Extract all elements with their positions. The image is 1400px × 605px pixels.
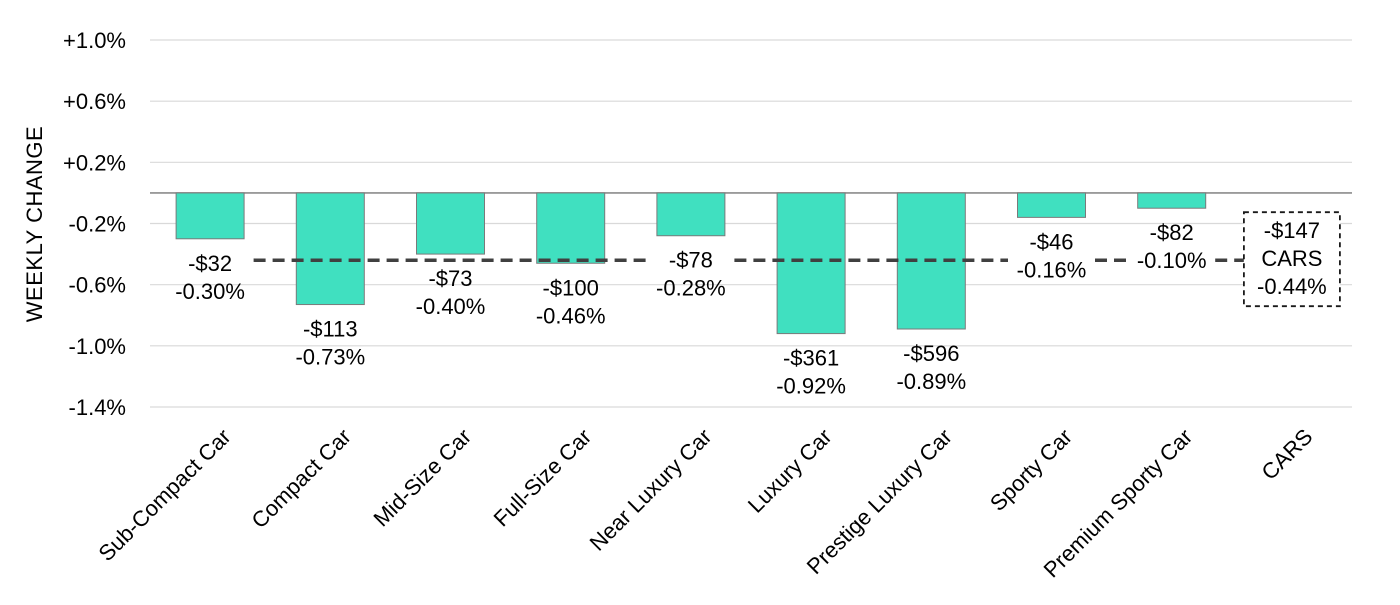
y-tick-label: +1.0% bbox=[63, 28, 126, 53]
data-label-percent: -0.89% bbox=[896, 369, 966, 394]
x-category-label: Sporty Car bbox=[985, 424, 1077, 516]
data-label-dollar: -$596 bbox=[903, 341, 959, 366]
data-label-percent: -0.73% bbox=[295, 345, 365, 370]
bar bbox=[1137, 192, 1207, 209]
bar bbox=[776, 192, 846, 335]
y-tick-label: -1.4% bbox=[69, 395, 126, 420]
data-label-percent: -0.10% bbox=[1137, 248, 1207, 273]
x-axis-categories: Sub-Compact Car Compact Car Mid-Size Car Fu… bbox=[93, 424, 1317, 583]
bar bbox=[175, 192, 245, 240]
data-label-percent: -0.46% bbox=[536, 303, 606, 328]
data-label-dollar: -$46 bbox=[1029, 229, 1073, 254]
data-label-dollar: -$361 bbox=[783, 346, 839, 371]
x-category-label: Mid-Size Car bbox=[368, 424, 476, 532]
x-category-label: Full-Size Car bbox=[489, 424, 597, 532]
y-tick-label: -0.2% bbox=[69, 212, 126, 237]
y-tick-label: +0.6% bbox=[63, 89, 126, 114]
bar bbox=[295, 192, 365, 306]
x-category-label: Sub-Compact Car bbox=[93, 424, 235, 566]
y-tick-label: -0.6% bbox=[69, 273, 126, 298]
data-label-dollar: -$113 bbox=[303, 317, 358, 342]
reference-label: CARS bbox=[1261, 246, 1322, 271]
bars bbox=[175, 192, 1207, 335]
x-category-label: Compact Car bbox=[247, 424, 356, 533]
data-labels: -$32 -0.30% -$113 -0.73% -$73 -0.40% -$100 -0.4… bbox=[175, 220, 1206, 398]
bar bbox=[536, 192, 606, 264]
reference-line-group: -$147 CARS -0.44% bbox=[253, 211, 1341, 308]
data-label-percent: -0.92% bbox=[776, 374, 846, 399]
reference-label: -$147 bbox=[1264, 218, 1320, 243]
x-category-label: CARS bbox=[1257, 424, 1318, 485]
bar bbox=[656, 192, 726, 237]
x-category-label: Near Luxury Car bbox=[585, 424, 717, 556]
bar bbox=[1017, 192, 1086, 218]
reference-label-box bbox=[1243, 211, 1341, 308]
reference-label: -0.44% bbox=[1257, 274, 1327, 299]
bar bbox=[416, 192, 485, 255]
data-label-dollar: -$82 bbox=[1150, 220, 1194, 245]
data-label-dollar: -$100 bbox=[543, 275, 599, 300]
y-tick-label: -1.0% bbox=[69, 334, 126, 359]
y-axis-ticks: +1.0% +0.6% +0.2% -0.2% -0.6% -1.0% -1.4% bbox=[63, 28, 126, 420]
data-label-dollar: -$78 bbox=[669, 248, 713, 273]
data-label-percent: -0.30% bbox=[175, 279, 245, 304]
data-label-dollar: -$32 bbox=[188, 251, 232, 276]
y-tick-label: +0.2% bbox=[63, 150, 126, 175]
data-label-percent: -0.16% bbox=[1017, 257, 1087, 282]
data-label-dollar: -$73 bbox=[428, 266, 472, 291]
data-label-percent: -0.40% bbox=[416, 294, 486, 319]
y-axis-title: WEEKLY CHANGE bbox=[22, 126, 47, 322]
data-label-percent: -0.28% bbox=[656, 276, 726, 301]
x-category-label: Luxury Car bbox=[743, 424, 837, 518]
